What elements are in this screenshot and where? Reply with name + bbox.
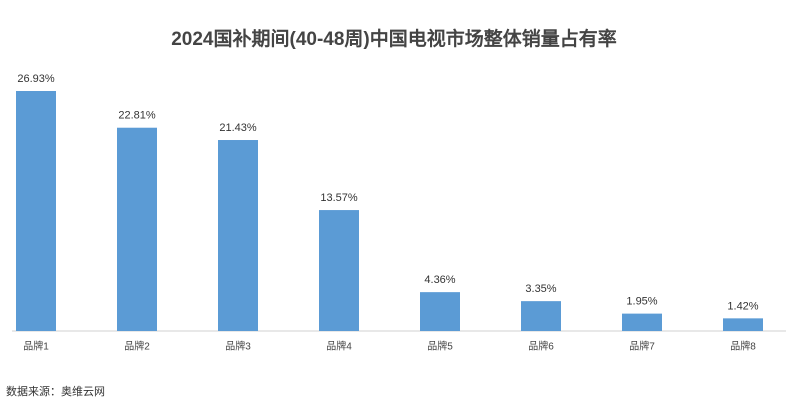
bar xyxy=(117,127,157,332)
value-label: 1.42% xyxy=(727,300,758,312)
bar xyxy=(218,140,258,331)
bar xyxy=(622,313,662,331)
value-label: 22.81% xyxy=(118,110,156,122)
x-tick-label: 品牌2 xyxy=(124,340,150,353)
x-tick-label: 品牌7 xyxy=(629,340,655,353)
bar xyxy=(420,292,460,331)
x-tick-label: 品牌5 xyxy=(427,340,453,353)
value-label: 3.35% xyxy=(525,283,556,295)
x-tick-label: 品牌3 xyxy=(225,340,251,353)
x-tick-label: 品牌1 xyxy=(23,340,49,353)
chart-title: 2024国补期间(40-48周)中国电视市场整体销量占有率 xyxy=(171,27,617,50)
source-note: 数据来源：奥维云网 xyxy=(6,384,105,398)
value-label: 4.36% xyxy=(424,274,455,286)
bar xyxy=(521,301,561,331)
value-label: 1.95% xyxy=(626,296,657,308)
x-tick-label: 品牌6 xyxy=(528,340,554,353)
x-tick-label: 品牌4 xyxy=(326,340,352,353)
bar xyxy=(723,318,763,331)
bar xyxy=(319,210,359,331)
x-tick-label: 品牌8 xyxy=(730,340,756,353)
value-label: 21.43% xyxy=(219,122,257,134)
value-label: 26.93% xyxy=(17,73,55,85)
bar xyxy=(16,91,56,331)
value-label: 13.57% xyxy=(320,192,358,204)
